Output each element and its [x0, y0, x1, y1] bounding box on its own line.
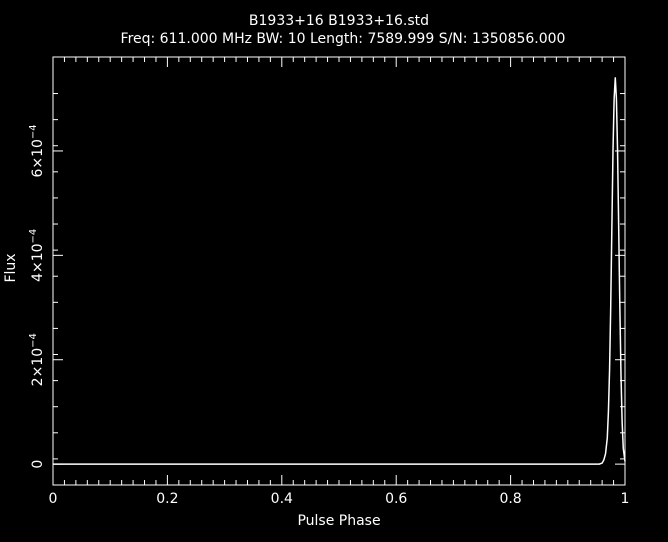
- chart-title: B1933+16 B1933+16.std: [249, 13, 429, 29]
- pulse-profile-line: [53, 77, 626, 465]
- y-tick-label: 2×10−4: [28, 333, 46, 386]
- x-tick-labels: 0 0.2 0.4 0.6 0.8 1: [49, 491, 630, 507]
- x-tick-label: 0: [49, 491, 58, 507]
- y-tick-label: 6×10−4: [28, 124, 46, 177]
- chart-subtitle: Freq: 611.000 MHz BW: 10 Length: 7589.99…: [121, 31, 566, 47]
- y-ticks: [53, 93, 625, 486]
- x-tick-label: 1: [621, 491, 630, 507]
- y-tick-label: 4×10−4: [28, 229, 46, 282]
- x-axis-label: Pulse Phase: [297, 513, 380, 529]
- y-axis-label: Flux: [3, 253, 19, 282]
- y-tick-label: 0: [30, 460, 46, 469]
- y-tick-labels: 0 2×10−4 4×10−4 6×10−4: [28, 124, 46, 468]
- x-tick-label: 0.8: [499, 491, 521, 507]
- x-tick-label: 0.2: [156, 491, 178, 507]
- x-tick-label: 0.6: [385, 491, 407, 507]
- plot-frame: [52, 56, 626, 486]
- x-tick-label: 0.4: [271, 491, 293, 507]
- x-ticks: [52, 57, 626, 485]
